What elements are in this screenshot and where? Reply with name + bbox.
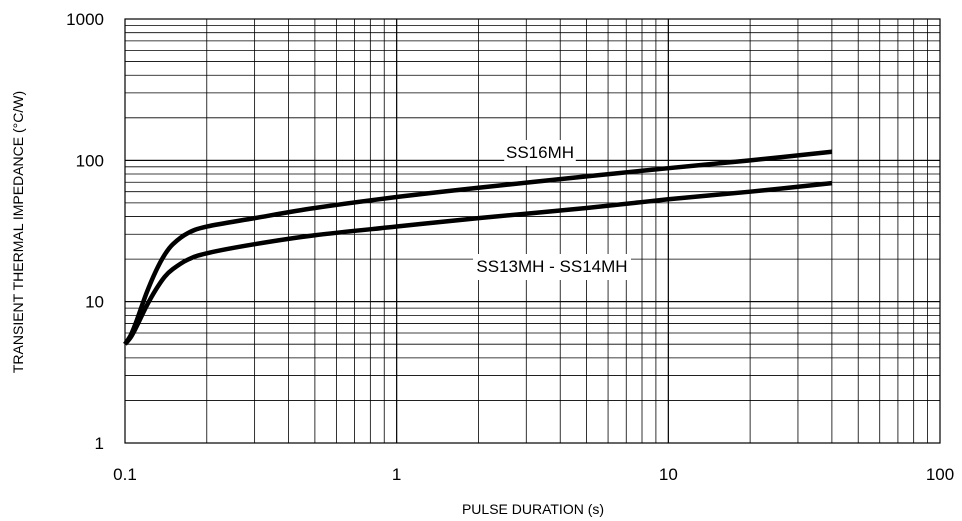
grid: [124, 18, 941, 444]
x-tick-label: 1: [392, 465, 401, 484]
series-group: SS16MH SS13MH - SS14MH: [123, 140, 833, 346]
tick-labels: 0.1 1 10 100 1 10 100 1000: [66, 10, 954, 484]
x-tick-label: 10: [659, 465, 678, 484]
y-tick-label: 10: [85, 293, 104, 312]
x-tick-label: 0.1: [113, 465, 137, 484]
y-tick-label: 1000: [66, 10, 104, 29]
y-tick-label: 1: [95, 434, 104, 453]
y-axis-title: TRANSIENT THERMAL IMPEDANCE (°C/W): [10, 91, 26, 373]
series-ss16mh-label: SS16MH: [506, 143, 574, 162]
y-tick-label: 100: [76, 151, 104, 170]
plot-frame: [124, 18, 941, 444]
series-ss16mh-line: [123, 149, 833, 346]
series-ss13mh-ss14mh-label: SS13MH - SS14MH: [476, 257, 627, 276]
series-label-background: [473, 254, 631, 280]
x-tick-label: 100: [926, 465, 954, 484]
series-label-background: [504, 140, 576, 166]
series-ss13mh-ss14mh-line: [123, 180, 833, 346]
x-axis-title: PULSE DURATION (s): [462, 501, 604, 517]
